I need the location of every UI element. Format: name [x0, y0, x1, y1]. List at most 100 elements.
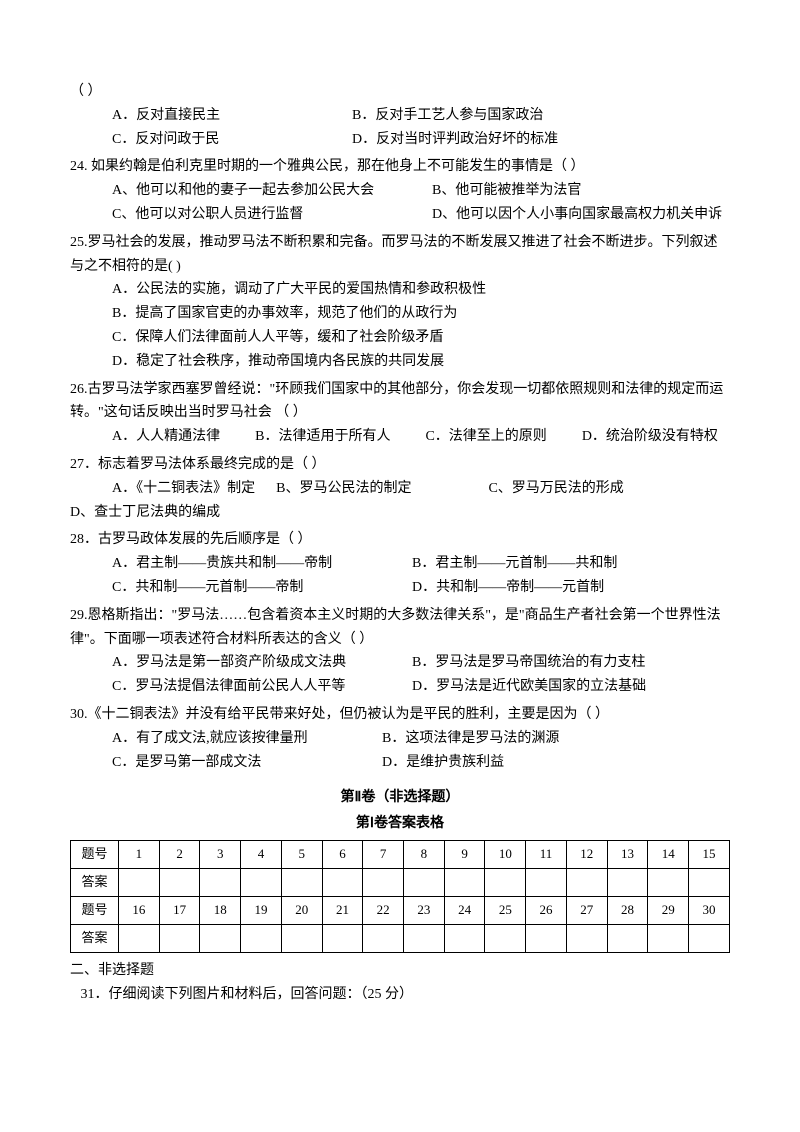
- q29-opt-b: B．罗马法是罗马帝国统治的有力支柱: [412, 651, 645, 675]
- answer-cell[interactable]: [689, 868, 730, 896]
- cell-num: 13: [607, 840, 648, 868]
- row-label-q1: 题号: [71, 840, 119, 868]
- cell-num: 18: [200, 896, 241, 924]
- answer-cell[interactable]: [200, 924, 241, 952]
- cell-num: 27: [566, 896, 607, 924]
- answer-cell[interactable]: [404, 868, 445, 896]
- q29-opt-a: A．罗马法是第一部资产阶级成文法典: [112, 651, 412, 675]
- answer-cell[interactable]: [241, 924, 282, 952]
- q26-opt-b: B．法律适用于所有人: [255, 429, 390, 444]
- cell-num: 21: [322, 896, 363, 924]
- q30-stem: 30.《十二铜表法》并没有给平民带来好处，但仍被认为是平民的胜利，主要是因为（ …: [70, 703, 730, 727]
- answer-cell[interactable]: [322, 924, 363, 952]
- cell-num: 23: [404, 896, 445, 924]
- row-label-q2: 题号: [71, 896, 119, 924]
- answer-table: 题号 1 2 3 4 5 6 7 8 9 10 11 12 13 14 15 答…: [70, 840, 730, 953]
- cell-num: 6: [322, 840, 363, 868]
- q26-opt-c: C．法律至上的原则: [425, 429, 546, 444]
- cell-num: 16: [119, 896, 160, 924]
- cell-num: 12: [566, 840, 607, 868]
- q27-stem: 27．标志着罗马法体系最终完成的是（ ）: [70, 453, 730, 477]
- cell-num: 4: [241, 840, 282, 868]
- answer-cell[interactable]: [566, 868, 607, 896]
- question-28: 28．古罗马政体发展的先后顺序是（ ） A．君主制——贵族共和制——帝制 B．君…: [70, 528, 730, 599]
- answer-cell[interactable]: [404, 924, 445, 952]
- q28-opt-a: A．君主制——贵族共和制——帝制: [112, 552, 412, 576]
- answer-cell[interactable]: [322, 868, 363, 896]
- answer-cell[interactable]: [485, 868, 526, 896]
- q30-opt-d: D．是维护贵族利益: [382, 751, 504, 775]
- q29-row1: A．罗马法是第一部资产阶级成文法典 B．罗马法是罗马帝国统治的有力支柱: [70, 651, 730, 675]
- answer-cell[interactable]: [119, 924, 160, 952]
- question-23: （ ） A．反对直接民主 B．反对手工艺人参与国家政治 C．反对问政于民 D．反…: [70, 80, 730, 151]
- row-label-a2: 答案: [71, 924, 119, 952]
- answer-cell[interactable]: [363, 924, 404, 952]
- q24-opt-a: A、他可以和他的妻子一起去参加公民大会: [112, 179, 432, 203]
- q30-opt-a: A．有了成文法,就应该按律量刑: [112, 727, 382, 751]
- q26-opts: A．人人精通法律 B．法律适用于所有人 C．法律至上的原则 D．统治阶级没有特权: [70, 425, 730, 449]
- answer-cell[interactable]: [607, 924, 648, 952]
- cell-num: 19: [241, 896, 282, 924]
- answer-cell[interactable]: [241, 868, 282, 896]
- q28-stem: 28．古罗马政体发展的先后顺序是（ ）: [70, 528, 730, 552]
- answer-cell[interactable]: [363, 868, 404, 896]
- cell-num: 3: [200, 840, 241, 868]
- cell-num: 28: [607, 896, 648, 924]
- answer-cell[interactable]: [281, 868, 322, 896]
- answer-cell[interactable]: [444, 868, 485, 896]
- q25-opt-b: B．提高了国家官吏的办事效率，规范了他们的从政行为: [70, 302, 730, 326]
- q25-opt-c: C．保障人们法律面前人人平等，缓和了社会阶级矛盾: [70, 326, 730, 350]
- answer-cell[interactable]: [200, 868, 241, 896]
- question-29: 29.恩格斯指出："罗马法……包含着资本主义时期的大多数法律关系"，是"商品生产…: [70, 604, 730, 699]
- answer-cell[interactable]: [526, 924, 567, 952]
- question-25: 25.罗马社会的发展，推动罗马法不断积累和完备。而罗马法的不断发展又推进了社会不…: [70, 231, 730, 374]
- answer-cell[interactable]: [689, 924, 730, 952]
- q29-row2: C．罗马法提倡法律面前公民人人平等 D．罗马法是近代欧美国家的立法基础: [70, 675, 730, 699]
- q23-opt-a: A．反对直接民主: [112, 104, 352, 128]
- q26-stem: 26.古罗马法学家西塞罗曾经说："环顾我们国家中的其他部分，你会发现一切都依照规…: [70, 378, 730, 426]
- cell-num: 30: [689, 896, 730, 924]
- section2-title: 第Ⅱ卷（非选择题）: [70, 786, 730, 810]
- answer-cell[interactable]: [526, 868, 567, 896]
- answer-cell[interactable]: [566, 924, 607, 952]
- answer-cell[interactable]: [648, 868, 689, 896]
- table-row-header1: 题号 1 2 3 4 5 6 7 8 9 10 11 12 13 14 15: [71, 840, 730, 868]
- q23-row1: A．反对直接民主 B．反对手工艺人参与国家政治: [70, 104, 730, 128]
- q30-opt-b: B．这项法律是罗马法的渊源: [382, 727, 559, 751]
- table-row-answer1: 答案: [71, 868, 730, 896]
- q25-stem: 25.罗马社会的发展，推动罗马法不断积累和完备。而罗马法的不断发展又推进了社会不…: [70, 231, 730, 279]
- q28-opt-b: B．君主制——元首制——共和制: [412, 552, 617, 576]
- table-row-answer2: 答案: [71, 924, 730, 952]
- q28-opt-c: C．共和制——元首制——帝制: [112, 576, 412, 600]
- cell-num: 1: [119, 840, 160, 868]
- cell-num: 14: [648, 840, 689, 868]
- q26-opt-d: D．统治阶级没有特权: [582, 429, 718, 444]
- q24-opt-b: B、他可能被推举为法官: [432, 179, 581, 203]
- cell-num: 5: [281, 840, 322, 868]
- answer-cell[interactable]: [444, 924, 485, 952]
- cell-num: 25: [485, 896, 526, 924]
- table-row-header2: 题号 16 17 18 19 20 21 22 23 24 25 26 27 2…: [71, 896, 730, 924]
- answer-cell[interactable]: [119, 868, 160, 896]
- q24-opt-d: D、他可以因个人小事向国家最高权力机关申诉: [432, 203, 722, 227]
- answer-table-title: 第Ⅰ卷答案表格: [70, 812, 730, 836]
- q23-opt-b: B．反对手工艺人参与国家政治: [352, 104, 543, 128]
- answer-cell[interactable]: [607, 868, 648, 896]
- answer-cell[interactable]: [485, 924, 526, 952]
- q30-row1: A．有了成文法,就应该按律量刑 B．这项法律是罗马法的渊源: [70, 727, 730, 751]
- part2-heading: 二、非选择题: [70, 959, 730, 983]
- q24-stem: 24. 如果约翰是伯利克里时期的一个雅典公民，那在他身上不可能发生的事情是（ ）: [70, 155, 730, 179]
- answer-cell[interactable]: [159, 924, 200, 952]
- cell-num: 22: [363, 896, 404, 924]
- cell-num: 24: [444, 896, 485, 924]
- question-27: 27．标志着罗马法体系最终完成的是（ ） A．《十二铜表法》制定 B、罗马公民法…: [70, 453, 730, 524]
- answer-cell[interactable]: [648, 924, 689, 952]
- q24-opt-c: C、他可以对公职人员进行监督: [70, 203, 432, 227]
- q24-row2: C、他可以对公职人员进行监督 D、他可以因个人小事向国家最高权力机关申诉: [70, 203, 730, 227]
- q26-opt-a: A．人人精通法律: [112, 429, 220, 444]
- answer-cell[interactable]: [281, 924, 322, 952]
- q28-row1: A．君主制——贵族共和制——帝制 B．君主制——元首制——共和制: [70, 552, 730, 576]
- q23-row2: C．反对问政于民 D．反对当时评判政治好坏的标准: [70, 128, 730, 152]
- q23-paren: （ ）: [70, 80, 730, 104]
- answer-cell[interactable]: [159, 868, 200, 896]
